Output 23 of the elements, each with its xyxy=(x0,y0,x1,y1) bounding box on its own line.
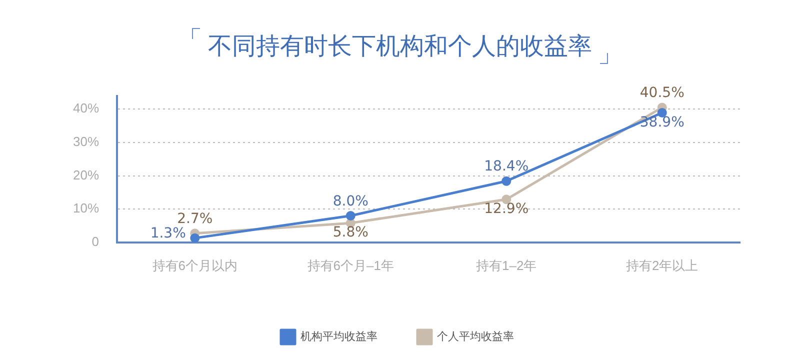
text: 18.4% xyxy=(484,158,529,175)
y-tick-label: 10% xyxy=(72,200,100,216)
point xyxy=(346,210,356,220)
y-tick-label: 20% xyxy=(72,167,100,182)
text: 2.7% xyxy=(177,211,213,228)
text: 8.0% xyxy=(332,193,368,210)
y-tick-label: 40% xyxy=(72,100,100,116)
legend-label: 个人平均收益率 xyxy=(437,330,514,343)
text: 1.3% xyxy=(150,226,186,242)
text: 5.8% xyxy=(332,224,368,241)
chart-title: 不同持有时长下机构和个人的收益率 xyxy=(208,32,592,60)
text: 40.5% xyxy=(640,85,684,102)
text: 12.9% xyxy=(484,201,529,218)
x-tick-label: 持有2年以上 xyxy=(626,258,698,273)
text: 38.9% xyxy=(640,114,684,130)
x-tick-label: 持有6个月以内 xyxy=(152,258,238,273)
point xyxy=(502,176,512,186)
x-tick-label: 持有6个月–1年 xyxy=(307,258,394,273)
legend-label: 机构平均收益率 xyxy=(300,330,378,343)
y-tick-label: 30% xyxy=(72,134,100,150)
y-tick-label: 0 xyxy=(92,234,100,249)
x-tick-label: 持有1–2年 xyxy=(476,258,537,273)
point xyxy=(190,233,200,242)
